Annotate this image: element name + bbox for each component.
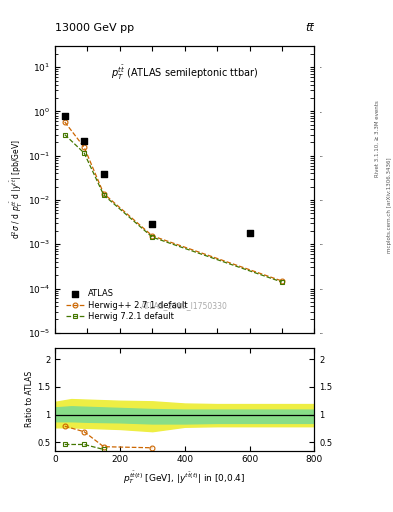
- Text: Rivet 3.1.10, ≥ 3.3M events: Rivet 3.1.10, ≥ 3.3M events: [375, 100, 380, 177]
- Herwig 7.2.1 default: [62, 132, 67, 138]
- ATLAS: [149, 220, 156, 228]
- ATLAS: [101, 170, 107, 178]
- Herwig++ 2.7.1 default: [82, 144, 86, 151]
- Text: ATLAS_2019_I1750330: ATLAS_2019_I1750330: [141, 301, 228, 310]
- Text: tt̅: tt̅: [306, 23, 314, 33]
- Herwig 7.2.1 default: [280, 279, 285, 285]
- ATLAS: [62, 112, 68, 120]
- Text: mcplots.cern.ch [arXiv:1306.3436]: mcplots.cern.ch [arXiv:1306.3436]: [387, 157, 391, 252]
- X-axis label: $p_T^{t\bar{t}(t)}$ [GeV], $|y^{t\bar{t}(t)}|$ in [0,0.4]: $p_T^{t\bar{t}(t)}$ [GeV], $|y^{t\bar{t}…: [123, 468, 246, 485]
- ATLAS: [246, 229, 253, 237]
- Herwig++ 2.7.1 default: [62, 119, 67, 125]
- Line: Herwig 7.2.1 default: Herwig 7.2.1 default: [62, 132, 285, 285]
- Y-axis label: d$^2\sigma$ / d $p_T^{t\bar{t}}$ d $|y^{t\bar{t}}|$ [pb/GeV]: d$^2\sigma$ / d $p_T^{t\bar{t}}$ d $|y^{…: [9, 140, 25, 239]
- Herwig 7.2.1 default: [82, 150, 86, 156]
- Text: 13000 GeV pp: 13000 GeV pp: [55, 23, 134, 33]
- Herwig 7.2.1 default: [150, 234, 155, 240]
- Line: Herwig++ 2.7.1 default: Herwig++ 2.7.1 default: [62, 119, 285, 284]
- Herwig 7.2.1 default: [101, 192, 106, 198]
- ATLAS: [81, 137, 87, 145]
- Herwig++ 2.7.1 default: [150, 233, 155, 239]
- Y-axis label: Ratio to ATLAS: Ratio to ATLAS: [25, 371, 34, 428]
- Legend: ATLAS, Herwig++ 2.7.1 default, Herwig 7.2.1 default: ATLAS, Herwig++ 2.7.1 default, Herwig 7.…: [64, 288, 189, 323]
- Herwig++ 2.7.1 default: [101, 190, 106, 197]
- Herwig++ 2.7.1 default: [280, 278, 285, 284]
- Text: $p_T^{t\bar{t}}$ (ATLAS semileptonic ttbar): $p_T^{t\bar{t}}$ (ATLAS semileptonic ttb…: [111, 63, 258, 81]
